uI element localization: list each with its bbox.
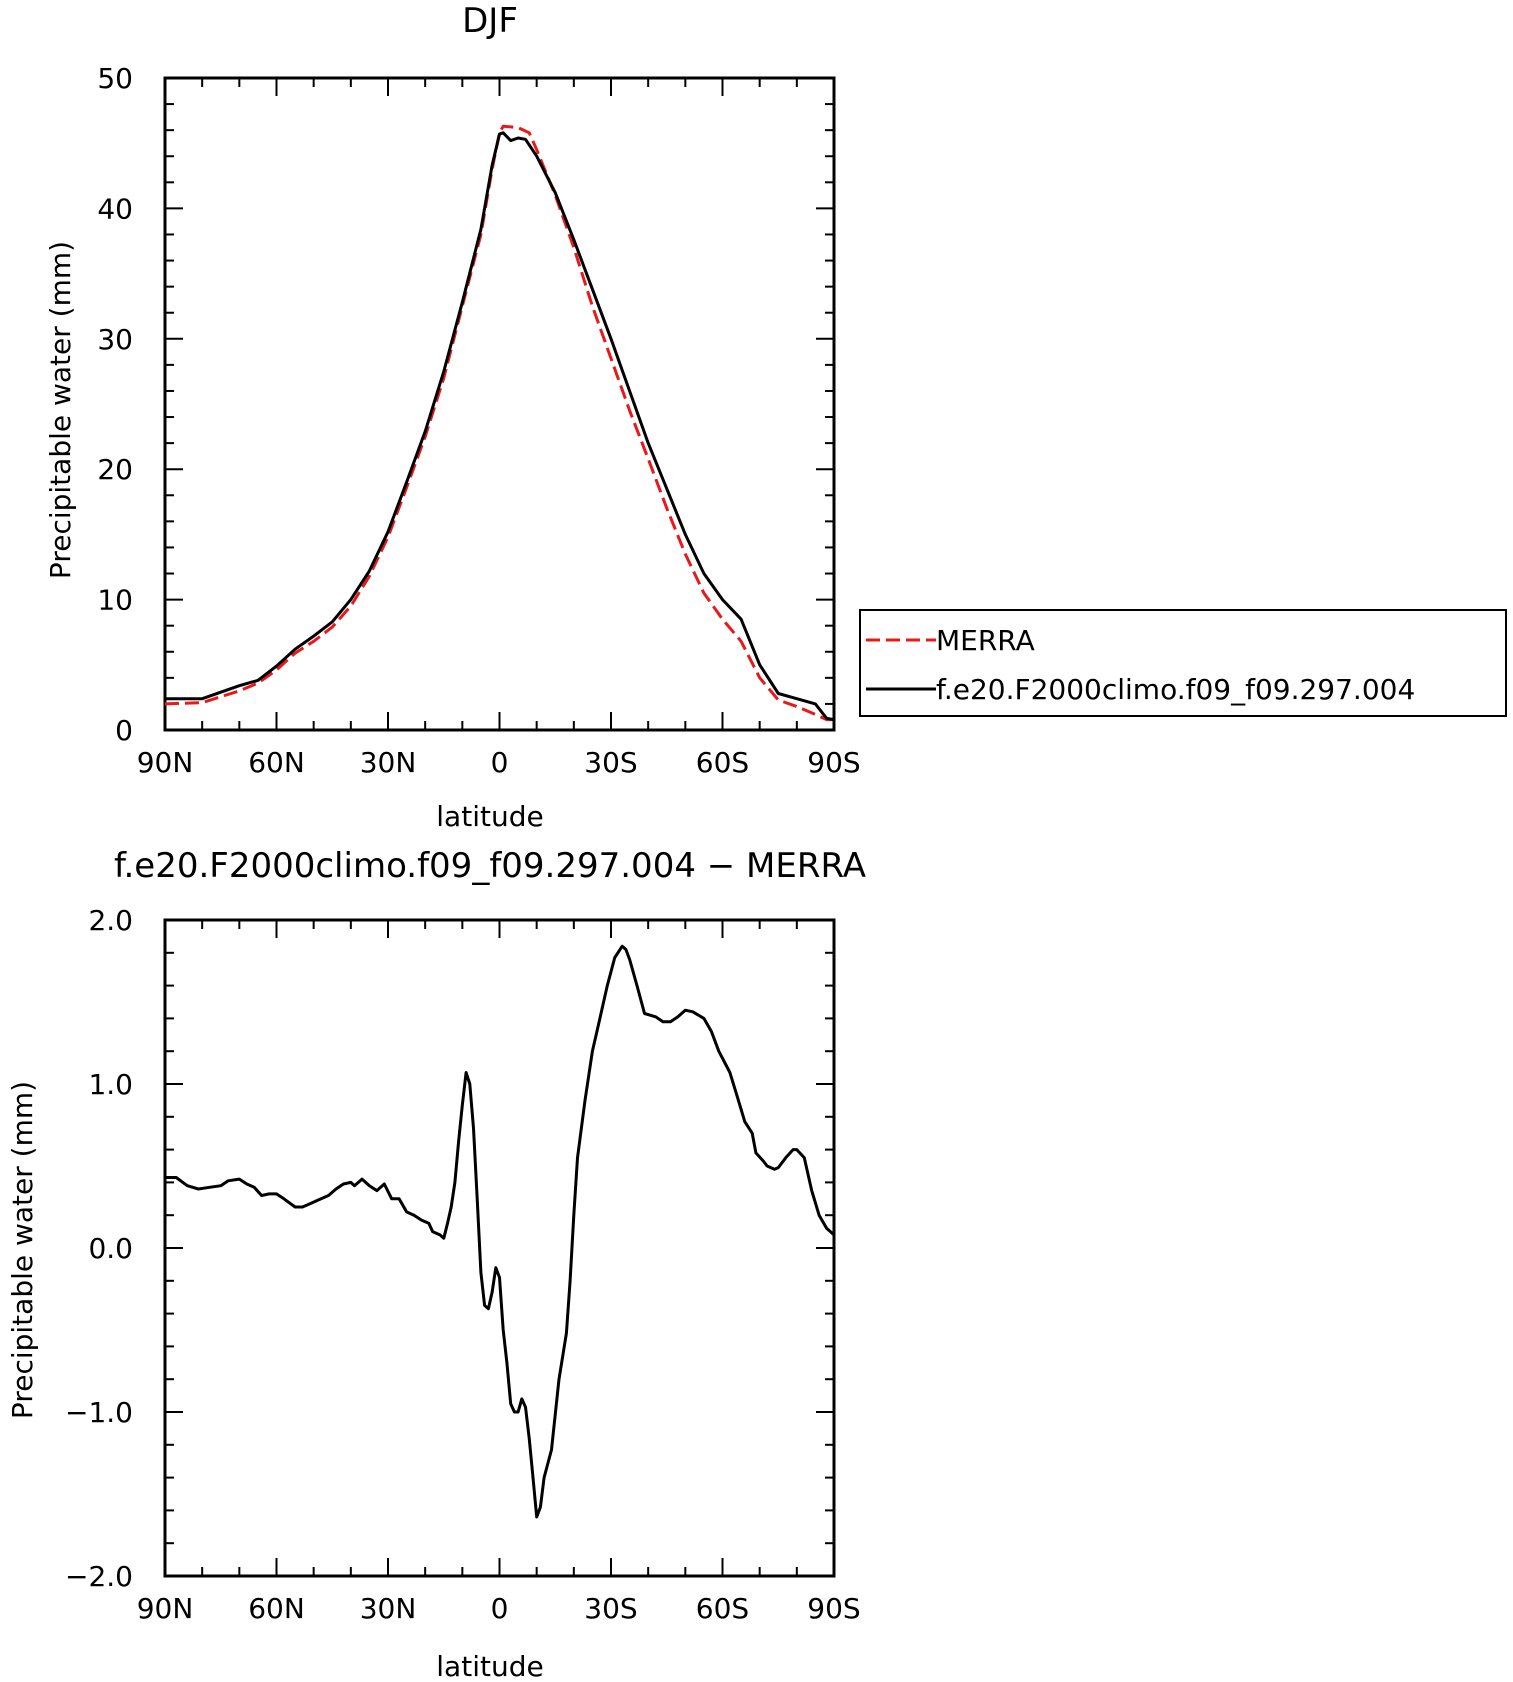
bottom-x-tick-label: 60S <box>696 1592 749 1625</box>
top-y-tick-label: 30 <box>97 323 133 356</box>
top-panel: DJF 90N 60N 30N 0 30S 60S 90S 0 10 20 30 40 50 latit… <box>44 1 1507 833</box>
bottom-y-axis-label: Precipitable water (mm) <box>6 1081 39 1419</box>
top-y-tick-label: 40 <box>97 192 133 225</box>
bottom-x-tick-label: 0 <box>491 1592 509 1625</box>
legend: MERRA f.e20.F2000climo.f09_f09.297.004 <box>859 609 1507 717</box>
legend-box <box>859 609 1507 717</box>
legend-label-model: f.e20.F2000climo.f09_f09.297.004 <box>936 673 1415 706</box>
top-series-line-1 <box>165 131 835 722</box>
top-series-line-0 <box>164 124 834 722</box>
bottom-plot-area: 90N 60N 30N 0 30S 60S 90S −2.0 −1.0 0.0 1.0 2.0 <box>65 904 861 1625</box>
top-y-tick-label: 0 <box>115 714 133 747</box>
top-x-tick-label: 90S <box>807 746 860 779</box>
top-x-axis-label: latitude <box>436 800 543 833</box>
top-y-tick-label: 20 <box>97 453 133 486</box>
bottom-x-tick-label: 30N <box>360 1592 417 1625</box>
top-y-axis-label: Precipitable water (mm) <box>44 241 77 579</box>
top-y-tick-label: 50 <box>97 62 133 95</box>
bottom-panel: f.e20.F2000climo.f09_f09.297.004 − MERRA… <box>6 846 866 1682</box>
top-y-tick-label: 10 <box>97 584 133 617</box>
bottom-y-tick-label: −2.0 <box>65 1560 133 1593</box>
legend-label-merra: MERRA <box>936 624 1035 657</box>
bottom-chart-title: f.e20.F2000climo.f09_f09.297.004 − MERRA <box>114 846 866 886</box>
top-x-tick-label: 0 <box>491 746 509 779</box>
top-x-tick-label: 30S <box>584 746 637 779</box>
bottom-x-tick-label: 90S <box>807 1592 860 1625</box>
top-x-tick-label: 30N <box>360 746 417 779</box>
top-x-tick-label: 60N <box>248 746 305 779</box>
bottom-y-tick-label: −1.0 <box>65 1396 133 1429</box>
top-x-tick-label: 90N <box>137 746 194 779</box>
top-x-tick-label: 60S <box>696 746 749 779</box>
bottom-x-tick-label: 60N <box>248 1592 305 1625</box>
bottom-x-tick-label: 30S <box>584 1592 637 1625</box>
bottom-x-axis-label: latitude <box>436 1650 543 1682</box>
bottom-x-tick-label: 90N <box>137 1592 194 1625</box>
bottom-plot-frame <box>163 918 836 1578</box>
bottom-y-tick-label: 1.0 <box>88 1068 133 1101</box>
top-plot-area: 90N 60N 30N 0 30S 60S 90S 0 10 20 30 40 50 <box>97 62 860 779</box>
bottom-y-tick-label: 2.0 <box>88 904 133 937</box>
bottom-y-tick-label: 0.0 <box>88 1232 133 1265</box>
bottom-series-line-0 <box>165 944 835 1519</box>
top-chart-title: DJF <box>462 1 518 41</box>
